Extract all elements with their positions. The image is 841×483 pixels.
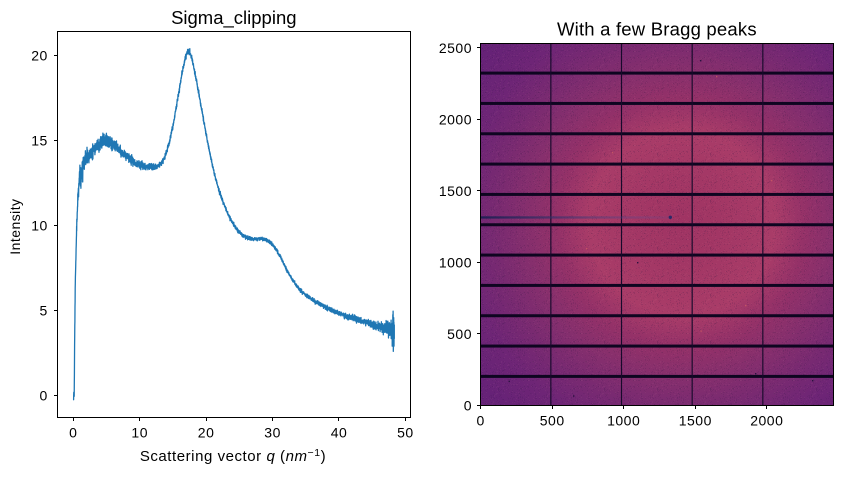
- svg-text:5: 5: [40, 302, 48, 318]
- svg-text:20: 20: [31, 48, 48, 64]
- svg-text:0: 0: [477, 412, 485, 428]
- svg-text:With a few Bragg peaks: With a few Bragg peaks: [557, 19, 757, 40]
- svg-text:15: 15: [31, 133, 48, 149]
- svg-text:2000: 2000: [750, 412, 783, 428]
- svg-text:Intensity: Intensity: [7, 198, 23, 254]
- svg-text:1000: 1000: [439, 254, 472, 270]
- svg-text:1000: 1000: [607, 412, 640, 428]
- svg-text:Scattering vector q (nm−1): Scattering vector q (nm−1): [140, 447, 326, 465]
- svg-text:Sigma_clipping: Sigma_clipping: [171, 7, 296, 29]
- svg-text:10: 10: [131, 424, 148, 440]
- svg-text:0: 0: [69, 424, 77, 440]
- svg-text:20: 20: [198, 424, 215, 440]
- svg-text:0: 0: [40, 387, 48, 403]
- svg-text:2500: 2500: [439, 40, 472, 56]
- svg-text:1500: 1500: [679, 412, 712, 428]
- svg-text:0: 0: [464, 398, 472, 414]
- svg-text:10: 10: [31, 217, 48, 233]
- svg-text:2000: 2000: [439, 111, 472, 127]
- svg-text:500: 500: [540, 412, 565, 428]
- svg-text:1500: 1500: [439, 183, 472, 199]
- svg-text:500: 500: [447, 326, 472, 342]
- svg-text:50: 50: [397, 424, 414, 440]
- svg-text:30: 30: [264, 424, 281, 440]
- svg-text:40: 40: [331, 424, 348, 440]
